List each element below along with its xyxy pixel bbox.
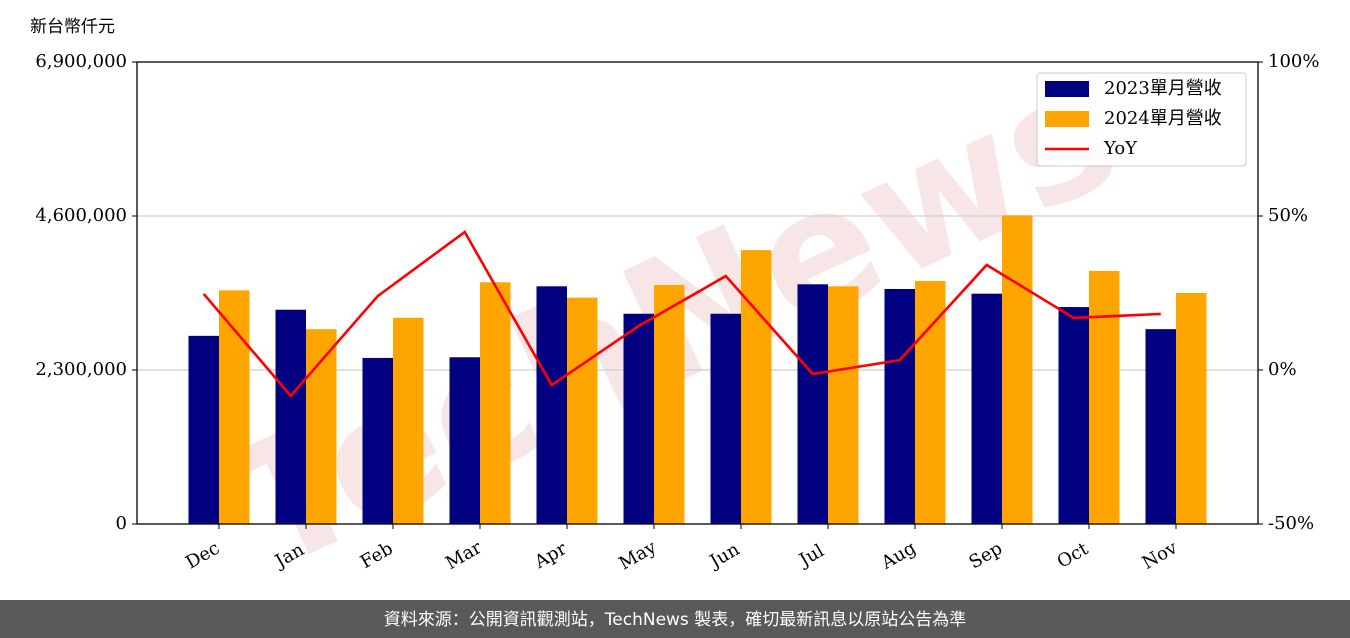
x-tick-label: Nov [1139, 537, 1182, 574]
x-tick-label: May [615, 536, 660, 574]
bar [1089, 270, 1120, 524]
legend-label: YoY [1103, 138, 1138, 159]
x-tick-label: Jul [794, 540, 828, 572]
bar [654, 284, 685, 524]
x-tick-label: Jun [705, 539, 744, 574]
x-tick-label: Dec [182, 538, 223, 574]
y-tick-label: 6,900,000 [35, 51, 127, 72]
bar [188, 335, 219, 524]
bar [393, 317, 424, 524]
bar [1002, 215, 1033, 524]
bar [915, 280, 946, 524]
y-tick-label: 2,300,000 [35, 359, 127, 380]
x-tick-label: Mar [442, 537, 486, 574]
legend-swatch [1045, 111, 1089, 127]
bar [741, 250, 772, 524]
bar [1176, 293, 1207, 524]
y-tick-label: 0 [116, 513, 127, 534]
bar [1058, 307, 1089, 524]
bar [797, 284, 828, 524]
legend-swatch [1045, 81, 1089, 97]
bar [480, 282, 511, 524]
bar [884, 288, 915, 524]
y-tick-label: 4,600,000 [35, 205, 127, 226]
y2-tick-label: 100% [1268, 51, 1319, 72]
legend-label: 2023單月營收 [1104, 78, 1222, 99]
bar [623, 313, 654, 524]
bar [219, 290, 250, 524]
bar [306, 329, 337, 524]
legend-label: 2024單月營收 [1104, 108, 1222, 129]
line [202, 230, 1161, 398]
y-axis-label: 新台幣仟元 [30, 17, 115, 37]
plot-frame [136, 61, 1259, 525]
footer: 資料來源：公開資訊觀測站，TechNews 製表，確切最新訊息以原站公告為準 [384, 610, 966, 630]
x-tick-label: Sep [966, 538, 1006, 573]
x-tick-label: Aug [877, 537, 920, 574]
bar [275, 309, 306, 524]
y2-tick-label: 0% [1268, 359, 1297, 380]
legend-box [1036, 72, 1247, 167]
bar [536, 286, 567, 524]
bar [710, 313, 741, 524]
footer-bar [0, 600, 1350, 638]
bar [362, 357, 393, 524]
bar [449, 357, 480, 524]
x-tick-label: Apr [530, 538, 570, 573]
x-tick-label: Oct [1054, 538, 1093, 573]
y2-tick-label: -50% [1268, 513, 1314, 534]
bar [1145, 329, 1176, 524]
bar [971, 293, 1002, 524]
bar [828, 286, 859, 524]
bar [567, 297, 598, 524]
y2-tick-label: 50% [1268, 205, 1308, 226]
